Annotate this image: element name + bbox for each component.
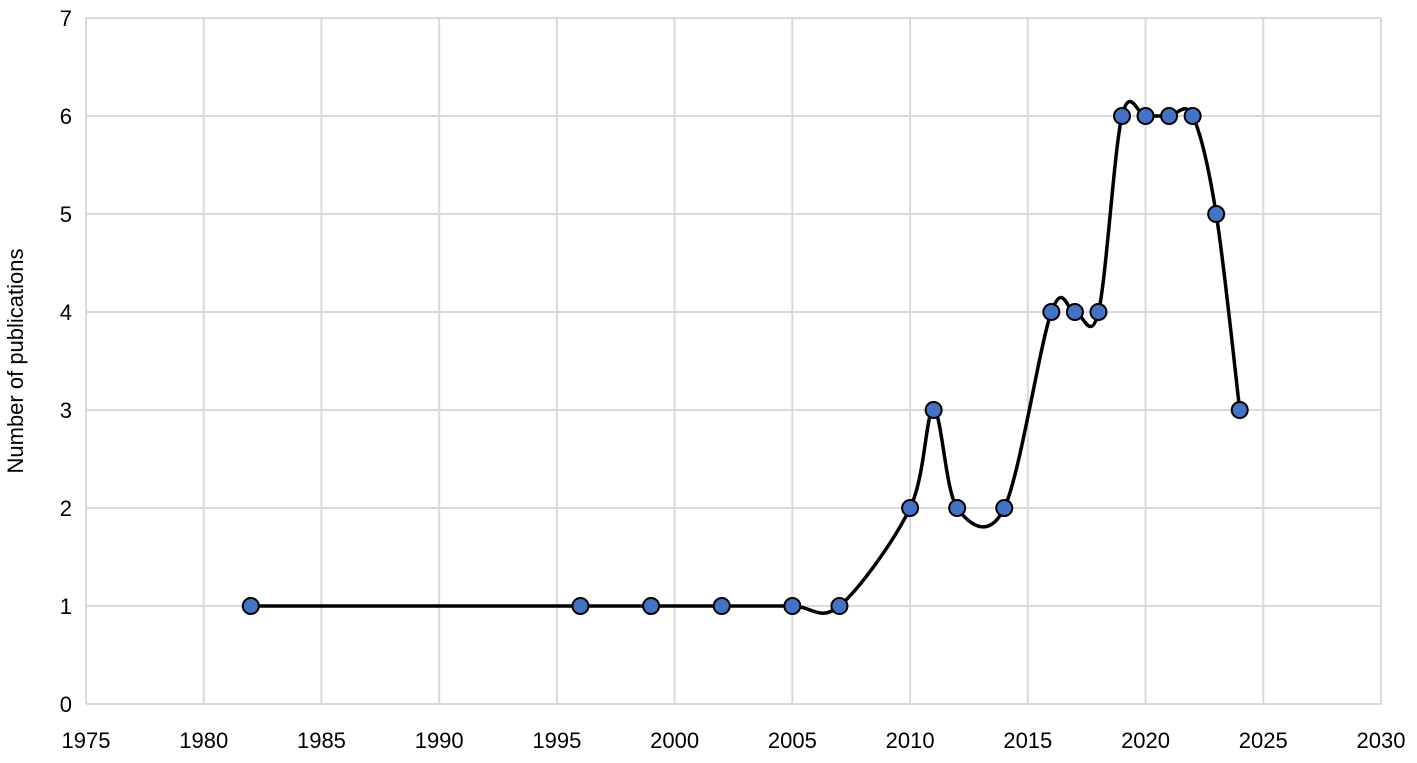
data-point [571,597,590,615]
data-points [241,107,1249,615]
y-tick-label: 6 [60,104,72,129]
x-tick-label: 2000 [650,728,699,753]
y-tick-label: 5 [60,202,72,227]
data-point [642,597,661,615]
data-point [995,499,1014,517]
data-point [1089,303,1108,321]
x-tick-label: 1980 [179,728,228,753]
x-tick-label: 2010 [886,728,935,753]
y-tick-label: 2 [60,496,72,521]
x-tick-labels: 1975 1980 1985 1990 1995 2000 2005 2010 2015 2020… [62,728,1406,753]
data-point [1042,303,1061,321]
y-tick-label: 7 [60,6,72,31]
x-tick-label: 2030 [1357,728,1406,753]
series-line [250,99,1242,615]
data-point [1207,205,1226,223]
x-tick-label: 2025 [1239,728,1288,753]
x-tick-label: 1995 [532,728,581,753]
x-tick-label: 1975 [62,728,111,753]
data-point [1160,107,1179,125]
x-tick-label: 1990 [415,728,464,753]
y-tick-label: 0 [60,692,72,717]
x-tick-label: 2005 [768,728,817,753]
data-point [1113,107,1131,125]
data-point [1136,107,1155,125]
y-tick-label: 4 [60,300,72,325]
y-tick-label: 3 [60,398,72,423]
data-point [1183,107,1202,125]
x-tick-label: 1985 [297,728,346,753]
data-point [241,597,260,615]
y-axis-label: Number of publications [3,248,28,473]
data-point [924,401,943,419]
x-tick-label: 2020 [1121,728,1170,753]
y-tick-label: 1 [60,594,72,619]
data-point [783,597,802,615]
data-point [948,499,967,517]
data-point [901,499,920,517]
y-tick-labels: 0 1 2 3 4 5 6 7 [60,6,72,717]
data-point [1065,303,1084,321]
data-point [712,597,731,615]
x-tick-label: 2015 [1003,728,1052,753]
data-point [830,597,849,615]
data-point [1230,401,1249,419]
